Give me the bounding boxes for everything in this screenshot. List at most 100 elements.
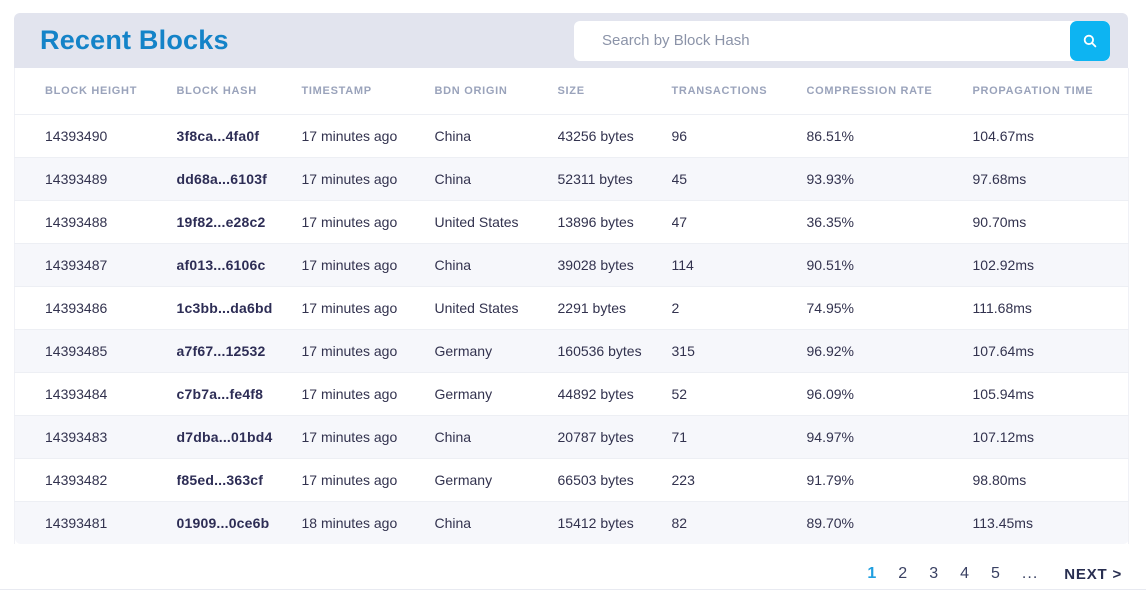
cell-timestamp: 18 minutes ago [302,501,435,544]
cell-propagation-time: 111.68ms [973,286,1129,329]
cell-block-height: 14393490 [15,114,177,157]
cell-transactions: 2 [672,286,807,329]
table-row: 14393489 dd68a...6103f 17 minutes ago Ch… [15,157,1129,200]
cell-block-height: 14393488 [15,200,177,243]
cell-transactions: 82 [672,501,807,544]
cell-size: 13896 bytes [558,200,672,243]
cell-size: 66503 bytes [558,458,672,501]
column-header-timestamp: TIMESTAMP [302,68,435,114]
cell-timestamp: 17 minutes ago [302,157,435,200]
table-row: 14393486 1c3bb...da6bd 17 minutes ago Un… [15,286,1129,329]
cell-block-height: 14393484 [15,372,177,415]
cell-transactions: 223 [672,458,807,501]
table-row: 14393487 af013...6106c 17 minutes ago Ch… [15,243,1129,286]
cell-propagation-time: 107.64ms [973,329,1129,372]
cell-block-hash[interactable]: 19f82...e28c2 [177,200,302,243]
cell-size: 39028 bytes [558,243,672,286]
cell-transactions: 47 [672,200,807,243]
table-row: 14393482 f85ed...363cf 17 minutes ago Ge… [15,458,1129,501]
cell-block-hash[interactable]: f85ed...363cf [177,458,302,501]
pagination-page-3[interactable]: 3 [929,565,938,583]
pagination-page-2[interactable]: 2 [898,565,907,583]
cell-timestamp: 17 minutes ago [302,372,435,415]
cell-bdn-origin: Germany [435,372,558,415]
cell-block-hash[interactable]: c7b7a...fe4f8 [177,372,302,415]
cell-transactions: 315 [672,329,807,372]
table-header-row: BLOCK HEIGHT BLOCK HASH TIMESTAMP BDN OR… [15,68,1129,114]
search-icon [1081,32,1099,50]
column-header-block-height: BLOCK HEIGHT [15,68,177,114]
cell-size: 15412 bytes [558,501,672,544]
cell-block-height: 14393481 [15,501,177,544]
cell-propagation-time: 104.67ms [973,114,1129,157]
cell-timestamp: 17 minutes ago [302,200,435,243]
cell-block-height: 14393489 [15,157,177,200]
pagination: 1 2 3 4 5 ... NEXT > [867,565,1122,583]
cell-timestamp: 17 minutes ago [302,114,435,157]
pagination-pages: 1 2 3 4 5 [867,565,1000,583]
cell-block-hash[interactable]: 1c3bb...da6bd [177,286,302,329]
pagination-page-4[interactable]: 4 [960,565,969,583]
column-header-transactions: TRANSACTIONS [672,68,807,114]
column-header-compression: COMPRESSION RATE [807,68,973,114]
blocks-table: BLOCK HEIGHT BLOCK HASH TIMESTAMP BDN OR… [14,68,1129,544]
column-header-bdn-origin: BDN ORIGIN [435,68,558,114]
cell-compression-rate: 91.79% [807,458,973,501]
table-row: 14393485 a7f67...12532 17 minutes ago Ge… [15,329,1129,372]
cell-bdn-origin: Germany [435,329,558,372]
cell-propagation-time: 97.68ms [973,157,1129,200]
cell-compression-rate: 36.35% [807,200,973,243]
pagination-ellipsis[interactable]: ... [1022,565,1038,583]
cell-block-hash[interactable]: 01909...0ce6b [177,501,302,544]
column-header-block-hash: BLOCK HASH [177,68,302,114]
pagination-page-1[interactable]: 1 [867,565,876,583]
cell-bdn-origin: Germany [435,458,558,501]
cell-bdn-origin: China [435,157,558,200]
panel-header: Recent Blocks [14,13,1128,68]
cell-bdn-origin: China [435,243,558,286]
cell-timestamp: 17 minutes ago [302,458,435,501]
search-box [574,21,1110,61]
cell-bdn-origin: China [435,501,558,544]
column-header-size: SIZE [558,68,672,114]
table-row: 14393490 3f8ca...4fa0f 17 minutes ago Ch… [15,114,1129,157]
cell-transactions: 71 [672,415,807,458]
cell-block-height: 14393486 [15,286,177,329]
cell-size: 20787 bytes [558,415,672,458]
cell-bdn-origin: United States [435,200,558,243]
pagination-page-5[interactable]: 5 [991,565,1000,583]
table-row: 14393481 01909...0ce6b 18 minutes ago Ch… [15,501,1129,544]
cell-transactions: 114 [672,243,807,286]
cell-bdn-origin: United States [435,286,558,329]
cell-block-hash[interactable]: d7dba...01bd4 [177,415,302,458]
search-input[interactable] [574,21,1110,61]
cell-transactions: 96 [672,114,807,157]
cell-bdn-origin: China [435,415,558,458]
cell-block-height: 14393483 [15,415,177,458]
cell-compression-rate: 96.09% [807,372,973,415]
cell-propagation-time: 105.94ms [973,372,1129,415]
cell-block-hash[interactable]: dd68a...6103f [177,157,302,200]
cell-compression-rate: 86.51% [807,114,973,157]
cell-size: 44892 bytes [558,372,672,415]
cell-compression-rate: 89.70% [807,501,973,544]
blocks-table-body: 14393490 3f8ca...4fa0f 17 minutes ago Ch… [15,114,1129,544]
pagination-next-button[interactable]: NEXT > [1064,566,1122,583]
cell-propagation-time: 107.12ms [973,415,1129,458]
cell-compression-rate: 94.97% [807,415,973,458]
cell-compression-rate: 74.95% [807,286,973,329]
cell-timestamp: 17 minutes ago [302,329,435,372]
column-header-propagation: PROPAGATION TIME [973,68,1129,114]
cell-propagation-time: 98.80ms [973,458,1129,501]
search-button[interactable] [1070,21,1110,61]
cell-block-hash[interactable]: 3f8ca...4fa0f [177,114,302,157]
cell-propagation-time: 102.92ms [973,243,1129,286]
cell-propagation-time: 113.45ms [973,501,1129,544]
table-row: 14393488 19f82...e28c2 17 minutes ago Un… [15,200,1129,243]
cell-timestamp: 17 minutes ago [302,243,435,286]
cell-timestamp: 17 minutes ago [302,415,435,458]
cell-block-hash[interactable]: af013...6106c [177,243,302,286]
cell-block-hash[interactable]: a7f67...12532 [177,329,302,372]
table-row: 14393484 c7b7a...fe4f8 17 minutes ago Ge… [15,372,1129,415]
cell-compression-rate: 96.92% [807,329,973,372]
